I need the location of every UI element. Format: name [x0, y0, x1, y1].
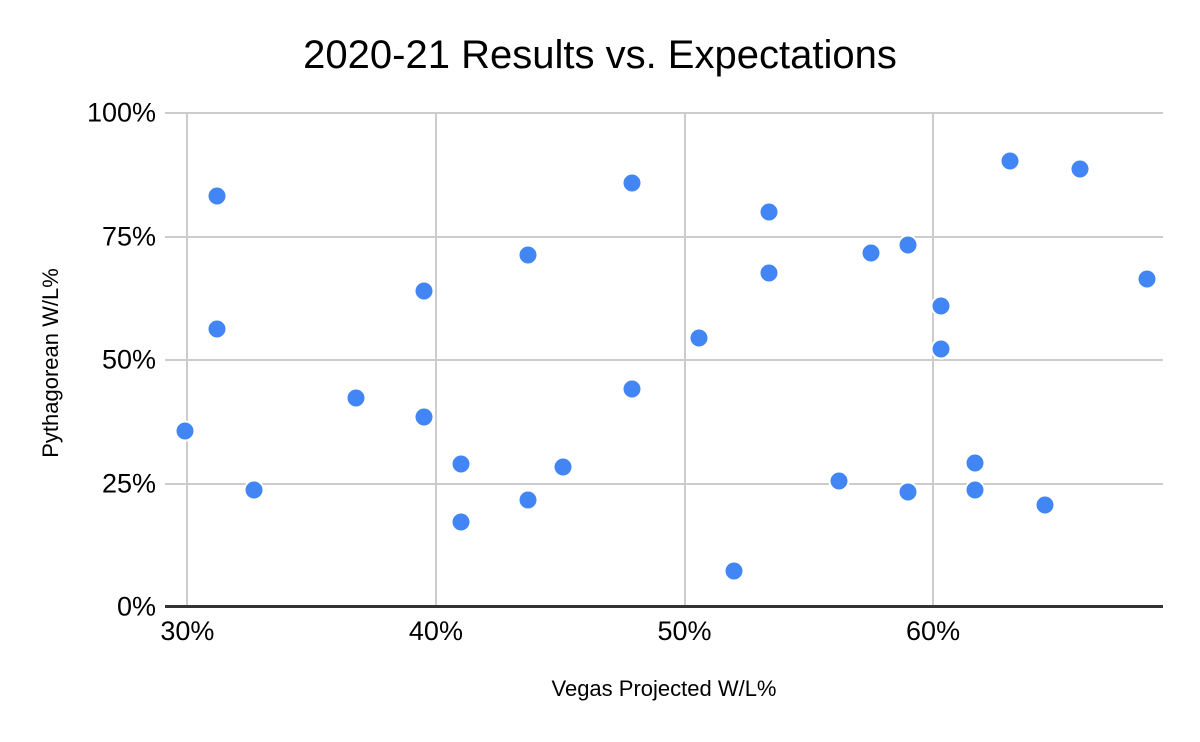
x-tick-label: 50%: [657, 616, 712, 646]
y-tick-label: 100%: [86, 97, 156, 128]
horizontal-gridline: [165, 112, 1163, 114]
x-tick-label: 60%: [906, 616, 961, 646]
data-point: [623, 174, 641, 192]
data-point: [1138, 270, 1156, 288]
horizontal-gridline: [165, 482, 1163, 485]
horizontal-gridline: [165, 235, 1163, 238]
x-tick-label: 30%: [160, 616, 215, 646]
data-point: [830, 472, 848, 490]
y-tick-label: 50%: [101, 344, 156, 375]
y-tick-label: 75%: [101, 221, 156, 251]
data-point: [1001, 152, 1019, 170]
x-tick-label: 40%: [408, 616, 463, 646]
data-point: [554, 458, 572, 476]
data-point: [208, 320, 226, 338]
data-point: [862, 244, 880, 262]
data-point: [760, 264, 778, 282]
horizontal-gridline: [165, 359, 1163, 361]
data-point: [932, 340, 950, 358]
data-point: [690, 329, 708, 347]
x-axis-title: Vegas Projected W/L%: [551, 676, 777, 701]
y-tick-label: 25%: [101, 468, 156, 498]
data-point: [966, 454, 984, 472]
y-tick-label: 0%: [116, 591, 156, 622]
data-point: [519, 246, 537, 264]
data-point: [760, 203, 778, 221]
y-axis-title: Pythagorean W/L%: [38, 268, 63, 458]
x-axis-line: [165, 605, 1163, 608]
data-point: [966, 481, 984, 499]
data-point: [519, 491, 537, 509]
data-point: [208, 187, 226, 205]
data-point: [932, 297, 950, 315]
plot-area: 30% 40% 50% 60% 0% 25% 50% 75% 100%: [87, 98, 1163, 646]
data-point: [1036, 496, 1054, 514]
data-point: [452, 513, 470, 531]
data-point: [899, 483, 917, 501]
data-point: [347, 389, 365, 407]
data-point: [623, 380, 641, 398]
data-point: [415, 408, 432, 426]
data-point: [176, 422, 194, 440]
data-point: [452, 455, 470, 473]
data-point: [899, 236, 917, 254]
data-point: [415, 282, 432, 300]
data-point: [1071, 160, 1089, 178]
data-point: [245, 481, 263, 499]
data-point: [725, 562, 743, 580]
chart-title: 2020-21 Results vs. Expectations: [303, 33, 897, 77]
